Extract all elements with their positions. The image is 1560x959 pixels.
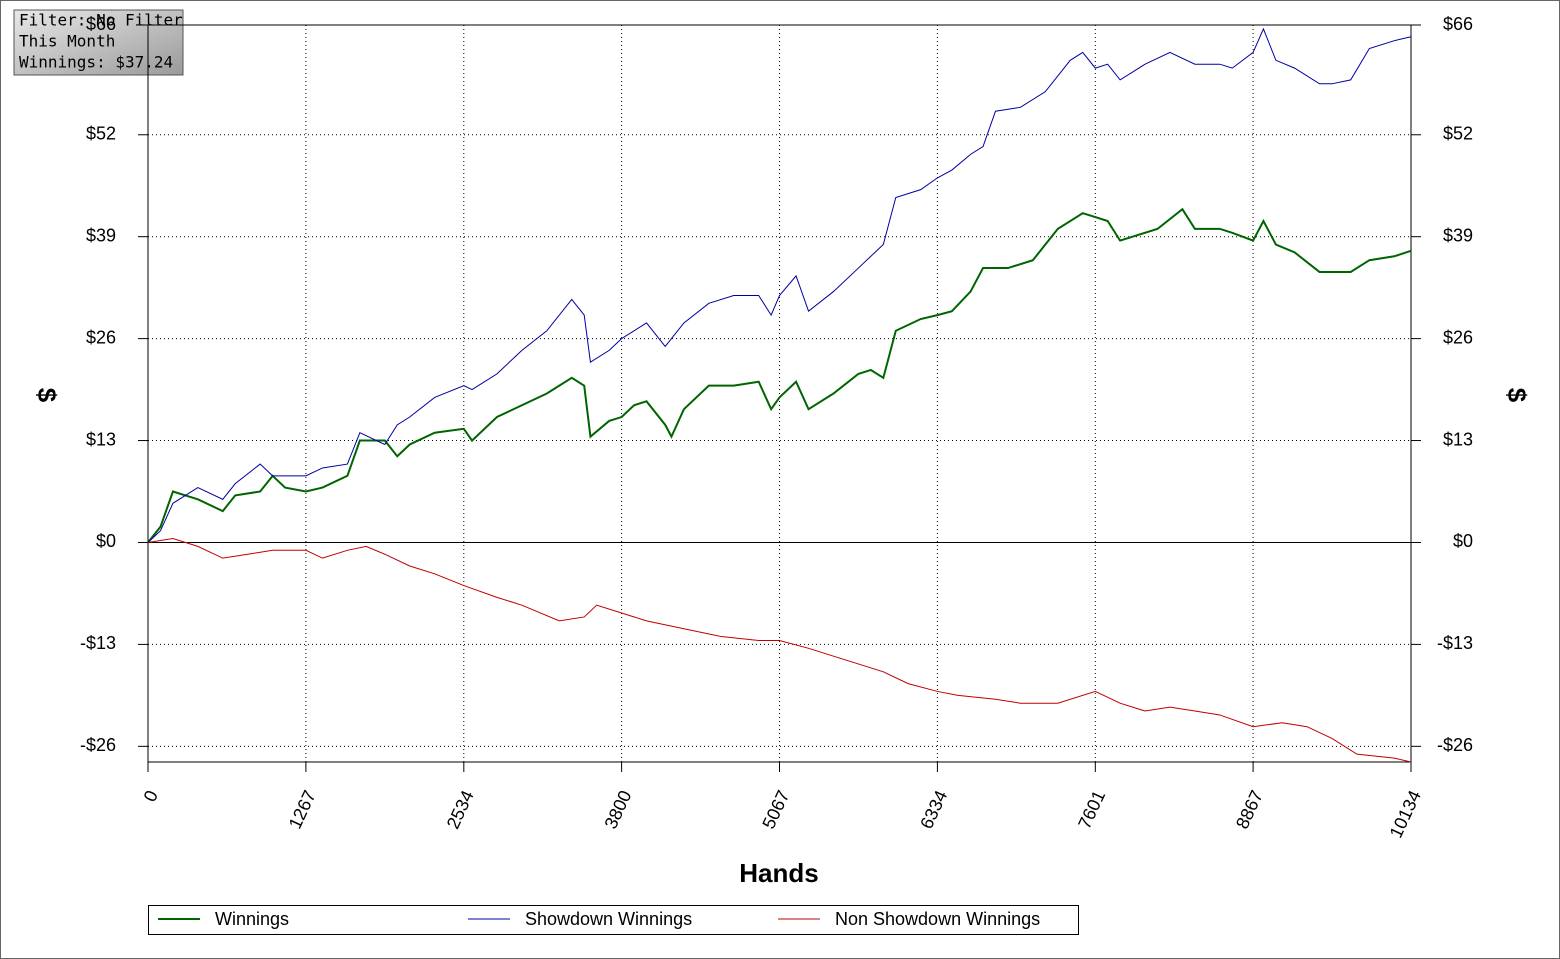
legend-label: Showdown Winnings [525,909,692,929]
series-line [147,27,1412,543]
y-tick-label: $0 [96,531,116,551]
y2-tick-label: -$13 [1437,633,1473,653]
y2-tick-label: $13 [1443,429,1473,449]
y-axis-label: $ [32,388,62,403]
legend-box [148,905,1079,935]
x-axis-label: Hands [739,858,818,888]
y2-tick-label: $52 [1443,124,1473,144]
y2-axis-label: $ [1502,388,1532,403]
y-tick-label: $66 [86,14,116,34]
y-tick-label: $52 [86,124,116,144]
y2-tick-label: $0 [1453,531,1473,551]
legend-label: Winnings [215,909,289,929]
y2-tick-label: $66 [1443,14,1473,34]
info-box [13,9,184,76]
series-line [147,207,1412,544]
y2-tick-label: -$26 [1437,735,1473,755]
y-tick-label: $13 [86,429,116,449]
y-tick-label: -$13 [80,633,116,653]
y2-tick-label: $39 [1443,225,1473,245]
legend-label: Non Showdown Winnings [835,909,1040,929]
series-line [147,538,1412,763]
annotation: This Month [19,32,115,51]
y-tick-label: $39 [86,225,116,245]
annotation: Winnings: $37.24 [19,53,173,72]
y-tick-label: -$26 [80,735,116,755]
y2-tick-label: $26 [1443,327,1473,347]
y-tick-label: $26 [86,327,116,347]
